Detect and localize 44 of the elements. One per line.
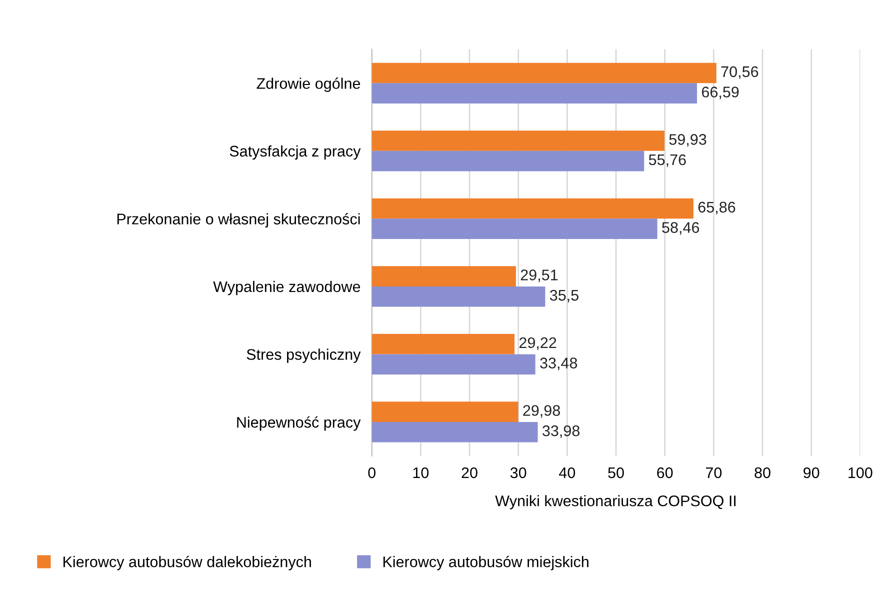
bar [372,150,644,172]
data-label: 29,22 [519,337,556,350]
data-label: 29,51 [520,270,558,282]
y-tick-label: Wypalenie zawodowe [213,280,360,296]
y-tick-label: Satysfakcja z pracy [230,145,361,160]
bar [372,334,515,354]
data-label: 29,98 [523,405,560,418]
y-tick-label: Stres psychiczny [246,348,361,363]
x-tick-label: 90 [804,467,820,478]
x-tick-label: 10 [413,467,429,478]
bar [372,62,716,84]
bar [372,83,698,104]
x-tick-label: 100 [848,467,872,478]
data-label: 58,46 [662,222,700,235]
y-tick-label: Zdrowie ogólne [256,78,360,92]
bar [372,354,536,375]
bar [372,130,664,151]
bar [372,266,516,286]
bar [372,422,538,442]
data-label: 66,59 [702,86,739,100]
data-label: 65,86 [698,202,736,214]
data-label: 35,5 [550,290,578,303]
x-tick-label: 60 [657,467,673,478]
x-tick-label: 50 [608,467,624,478]
bar [372,402,518,422]
legend-label: Kierowcy autobusów dalekobieżnych [64,556,311,570]
x-tick-label: 0 [368,467,376,478]
x-tick-label: 70 [706,467,722,478]
bar [372,198,694,219]
data-label: 55,76 [648,154,686,167]
x-tick-label: 30 [510,467,526,478]
x-tick-label: 40 [559,467,576,478]
data-label: 33,48 [540,358,578,370]
data-label: 59,93 [669,134,706,147]
y-tick-label: Przekonanie o własnej skuteczności [117,213,360,228]
y-tick-label: Niepewność pracy [237,416,361,431]
x-axis-title: Wyniki kwestionariusza COPSOQ II [495,495,736,510]
data-label: 70,56 [721,66,758,79]
data-label: 33,98 [542,425,580,438]
bar [372,218,658,240]
x-tick-label: 80 [754,467,770,478]
x-tick-label: 20 [462,467,478,478]
bar [372,286,546,307]
legend-label: Kierowcy autobusów miejskich [383,556,588,570]
